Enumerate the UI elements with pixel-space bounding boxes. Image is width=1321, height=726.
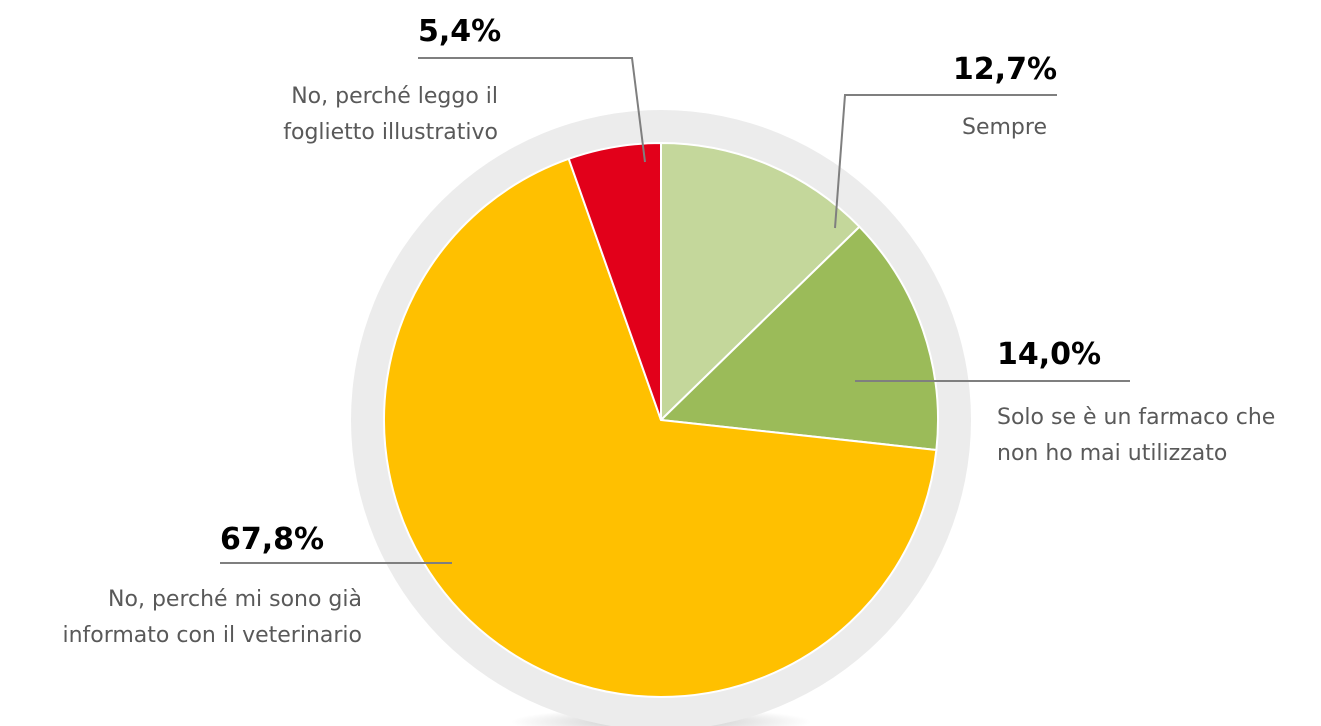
category-label: Solo se è un farmaco che non ho mai util… xyxy=(997,405,1276,466)
category-label: No, perché leggo il foglietto illustrati… xyxy=(283,84,498,145)
category-label: Sempre xyxy=(962,115,1047,140)
value-label: 5,4% xyxy=(418,14,502,49)
value-label: 67,8% xyxy=(220,522,325,557)
pie-slice xyxy=(658,225,939,452)
pie-slice xyxy=(567,141,662,421)
value-label: 12,7% xyxy=(952,52,1057,87)
pie-slice xyxy=(660,141,861,423)
category-label: No, perché mi sono già informato con il … xyxy=(62,587,362,648)
pie-slice xyxy=(383,157,938,698)
value-label: 14,0% xyxy=(997,337,1102,372)
leader-line xyxy=(418,57,646,163)
leader-line xyxy=(834,94,1057,229)
